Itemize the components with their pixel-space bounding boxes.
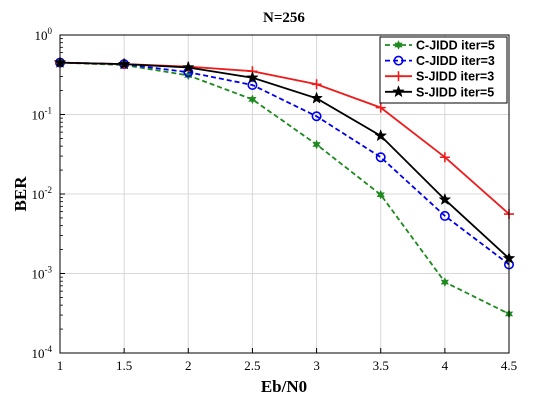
x-tick-label: 2.5 [244, 358, 260, 373]
legend-item: S-JIDD iter=5 [385, 85, 494, 99]
marker-circle [375, 152, 386, 163]
marker-star [440, 277, 450, 287]
x-ticks: 1 1.5 2 2.5 3 3.5 4 4.5 [57, 348, 517, 373]
x-tick-label: 1 [57, 358, 64, 373]
marker-circle [247, 80, 258, 91]
series-line [59, 61, 510, 315]
marker-plus [393, 71, 404, 82]
x-axis-label: Eb/N0 [261, 377, 307, 396]
marker-star [438, 192, 452, 206]
marker-circle [393, 55, 404, 66]
legend-item: C-JIDD iter=5 [385, 39, 495, 53]
series-layer [53, 55, 516, 319]
y-tick-label: 10-1 [32, 106, 53, 123]
legend-item: C-JIDD iter=3 [385, 54, 495, 68]
legend-item: S-JIDD iter=3 [385, 70, 494, 84]
legend-label: C-JIDD iter=5 [416, 39, 495, 53]
marker-star [117, 57, 131, 70]
y-tick-label: 10-3 [32, 265, 53, 282]
y-ticks: 10-4 10-3 10-2 10-1 100 [32, 26, 65, 361]
x-tick-label: 3 [313, 358, 320, 373]
y-tick-label: 10-2 [32, 185, 53, 202]
legend: C-JIDD iter=5C-JIDD iter=3 S-JIDD iter=3S… [379, 36, 508, 104]
series-line [59, 61, 510, 260]
marker-star [246, 71, 259, 84]
y-tick-label: 100 [35, 26, 53, 43]
x-tick-label: 4.5 [501, 358, 517, 373]
marker-circle [439, 210, 450, 221]
marker-star [312, 139, 321, 150]
y-axis-label: BER [11, 176, 30, 212]
marker-star [310, 91, 323, 104]
marker-star [376, 189, 385, 200]
legend-label: S-JIDD iter=5 [416, 85, 494, 99]
x-tick-label: 3.5 [373, 358, 389, 373]
marker-plus [311, 79, 322, 90]
x-tick-label: 1.5 [116, 358, 132, 373]
legend-label: C-JIDD iter=3 [416, 54, 495, 68]
x-tick-label: 2 [185, 358, 192, 373]
legend-label: S-JIDD iter=3 [416, 70, 494, 84]
x-tick-label: 4 [442, 358, 449, 373]
marker-star [248, 94, 257, 105]
marker-plus [375, 102, 386, 113]
chart-title: N=256 [263, 10, 305, 26]
marker-star [394, 40, 403, 50]
marker-circle [311, 111, 322, 122]
marker-plus [439, 152, 450, 163]
y-tick-label: 10-4 [32, 344, 53, 361]
marker-star [374, 129, 388, 142]
marker-star [181, 60, 195, 73]
marker-star [392, 85, 405, 98]
